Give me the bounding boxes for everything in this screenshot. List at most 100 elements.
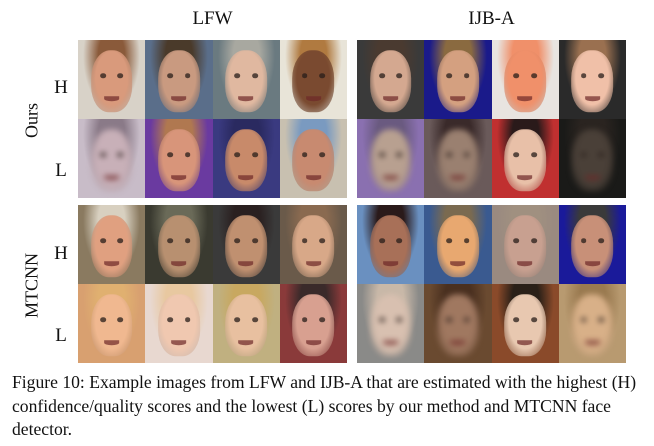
eye-shape	[598, 152, 605, 157]
face-thumbnail	[491, 119, 559, 198]
face-shape	[437, 215, 479, 277]
face-shape	[571, 215, 614, 277]
eye-shape	[234, 317, 241, 322]
eye-shape	[396, 317, 403, 322]
eye-shape	[463, 73, 470, 78]
face-shape	[225, 50, 267, 112]
eye-shape	[530, 152, 537, 157]
mouth-shape	[171, 174, 187, 180]
face-shape	[369, 50, 412, 112]
mouth-shape	[171, 260, 187, 266]
eye-shape	[513, 152, 520, 157]
face-thumbnail	[145, 205, 213, 284]
row-label-ours-high: H	[54, 77, 68, 98]
face-shape	[158, 294, 200, 356]
face-thumbnail	[78, 284, 146, 363]
face-thumbnail	[212, 205, 280, 284]
eye-shape	[513, 317, 520, 322]
mouth-shape	[238, 95, 254, 101]
mouth-shape	[450, 95, 466, 101]
eye-shape	[234, 238, 241, 243]
eye-shape	[580, 152, 587, 157]
face-shape	[571, 129, 614, 191]
method-label-ours: Ours	[21, 103, 42, 138]
eye-shape	[446, 317, 453, 322]
eye-shape	[167, 238, 174, 243]
face-shape	[90, 294, 133, 356]
face-thumbnail	[491, 40, 559, 119]
face-thumbnail	[357, 205, 425, 284]
face-thumbnail	[279, 205, 347, 284]
eye-shape	[446, 73, 453, 78]
eye-shape	[396, 73, 403, 78]
eye-shape	[167, 152, 174, 157]
eye-shape	[378, 317, 385, 322]
row-label-mtcnn-low: L	[55, 325, 67, 346]
face-thumbnail	[558, 119, 626, 198]
mouth-shape	[584, 260, 600, 266]
face-shape	[158, 50, 200, 112]
eye-shape	[251, 152, 258, 157]
face-shape	[437, 129, 479, 191]
eye-shape	[463, 238, 470, 243]
mouth-shape	[517, 260, 533, 266]
eye-shape	[319, 238, 326, 243]
mouth-shape	[383, 95, 399, 101]
face-shape	[369, 129, 412, 191]
eye-shape	[184, 317, 191, 322]
face-thumbnail	[212, 284, 280, 363]
mouth-shape	[383, 339, 399, 345]
face-thumbnail	[145, 40, 213, 119]
eye-shape	[396, 152, 403, 157]
grid-mtcnn-ijba	[357, 205, 626, 363]
face-shape	[369, 294, 412, 356]
eye-shape	[378, 238, 385, 243]
eye-shape	[251, 238, 258, 243]
eye-shape	[396, 238, 403, 243]
face-thumbnail	[357, 284, 425, 363]
eye-shape	[234, 73, 241, 78]
face-thumbnail	[357, 40, 425, 119]
eye-shape	[99, 317, 106, 322]
face-thumbnail	[558, 205, 626, 284]
eye-shape	[580, 317, 587, 322]
eye-shape	[598, 317, 605, 322]
eye-shape	[184, 73, 191, 78]
face-shape	[225, 215, 267, 277]
mouth-shape	[450, 339, 466, 345]
mouth-shape	[305, 260, 321, 266]
eye-shape	[251, 73, 258, 78]
face-shape	[504, 50, 546, 112]
face-thumbnail	[424, 40, 492, 119]
face-shape	[369, 215, 412, 277]
eye-shape	[319, 73, 326, 78]
face-shape	[504, 129, 546, 191]
face-shape	[437, 294, 479, 356]
eye-shape	[117, 152, 124, 157]
face-thumbnail	[145, 284, 213, 363]
face-shape	[90, 50, 133, 112]
mouth-shape	[305, 339, 321, 345]
face-thumbnail	[78, 205, 146, 284]
mouth-shape	[450, 174, 466, 180]
eye-shape	[99, 73, 106, 78]
face-thumbnail	[212, 40, 280, 119]
mouth-shape	[517, 95, 533, 101]
eye-shape	[598, 73, 605, 78]
face-shape	[90, 215, 133, 277]
face-thumbnail	[424, 284, 492, 363]
face-thumbnail	[357, 119, 425, 198]
face-thumbnail	[78, 40, 146, 119]
face-thumbnail	[279, 284, 347, 363]
column-title-lfw: LFW	[192, 8, 233, 29]
face-thumbnail	[145, 119, 213, 198]
method-label-mtcnn: MTCNN	[21, 253, 42, 319]
mouth-shape	[517, 174, 533, 180]
eye-shape	[184, 152, 191, 157]
row-label-ours-low: L	[55, 160, 67, 181]
face-shape	[571, 294, 614, 356]
mouth-shape	[104, 174, 120, 180]
eye-shape	[513, 238, 520, 243]
face-thumbnail	[558, 40, 626, 119]
mouth-shape	[383, 260, 399, 266]
